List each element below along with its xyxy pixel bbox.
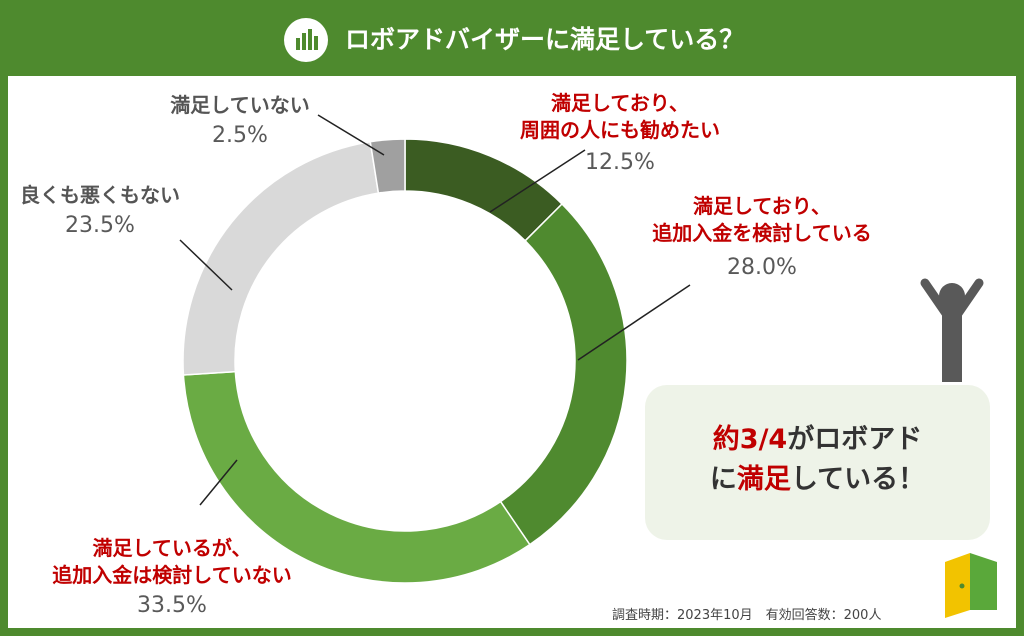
- callout-box: [645, 385, 990, 540]
- callout-text: 満足: [736, 464, 791, 495]
- value-label: 28.0%: [727, 255, 797, 280]
- callout-line: に満足している！: [645, 460, 990, 500]
- footnote: 調査時期：2023年10月 有効回答数：200人: [612, 608, 882, 623]
- leader-line: [577, 284, 691, 361]
- leader-line: [199, 459, 238, 506]
- segment-label: 満足しているが、 追加入金は検討していない: [52, 536, 292, 587]
- person-icon: [920, 278, 984, 382]
- title: ロボアドバイザーに満足している？: [345, 25, 745, 54]
- segment-label: 満足しており、 追加入金を検討している: [652, 194, 872, 245]
- door-icon: [945, 553, 997, 618]
- callout: 約3/4がロボアド に満足している！: [645, 420, 990, 500]
- leader-line: [179, 239, 233, 291]
- icon-bars: [296, 29, 318, 50]
- value-label: 12.5%: [585, 150, 655, 175]
- value-label: 2.5%: [212, 123, 268, 148]
- leader-line: [317, 114, 385, 156]
- donut-segment: [182, 370, 531, 584]
- value-label: 23.5%: [65, 213, 135, 238]
- callout-text: 約3/4: [712, 424, 788, 455]
- value-label: 33.5%: [137, 593, 207, 618]
- callout-text: がロボアド: [787, 424, 923, 455]
- segment-label: 満足していない: [170, 93, 310, 117]
- donut: [182, 138, 628, 584]
- segment-label: 良くも悪くもない: [20, 183, 180, 207]
- segment-label: 満足しており、 周囲の人にも勧めたい: [520, 91, 720, 142]
- callout-text: に: [709, 464, 737, 495]
- leader-line: [489, 149, 586, 213]
- callout-line: 約3/4がロボアド: [645, 420, 990, 460]
- callout-text: している！: [790, 464, 926, 495]
